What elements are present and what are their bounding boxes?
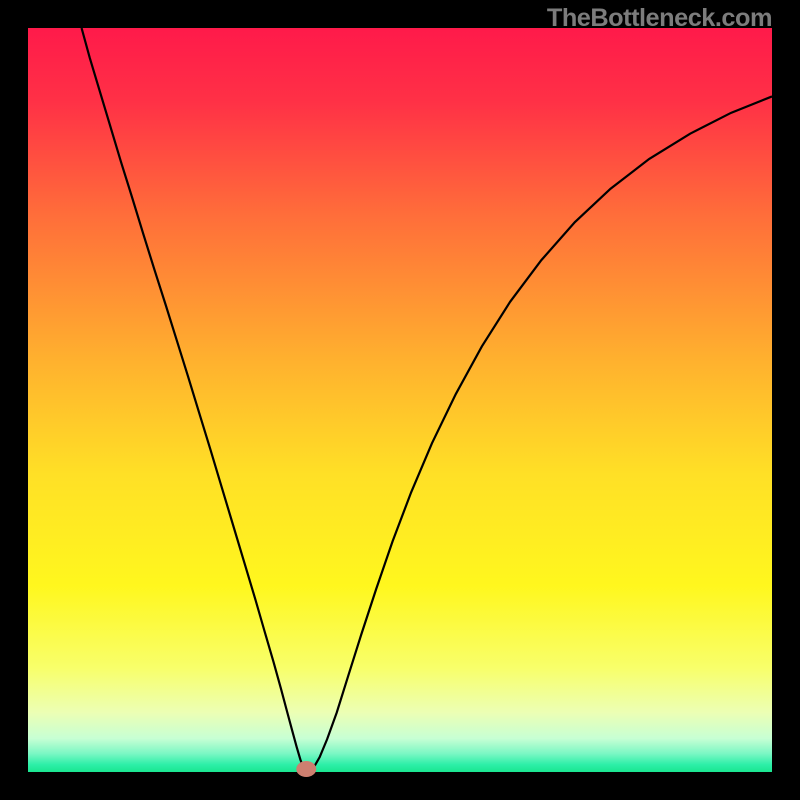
plot-background xyxy=(28,28,772,772)
sweet-spot-marker xyxy=(296,761,316,777)
plot-svg xyxy=(0,0,800,800)
watermark-text: TheBottleneck.com xyxy=(547,4,772,33)
chart-frame: TheBottleneck.com xyxy=(0,0,800,800)
